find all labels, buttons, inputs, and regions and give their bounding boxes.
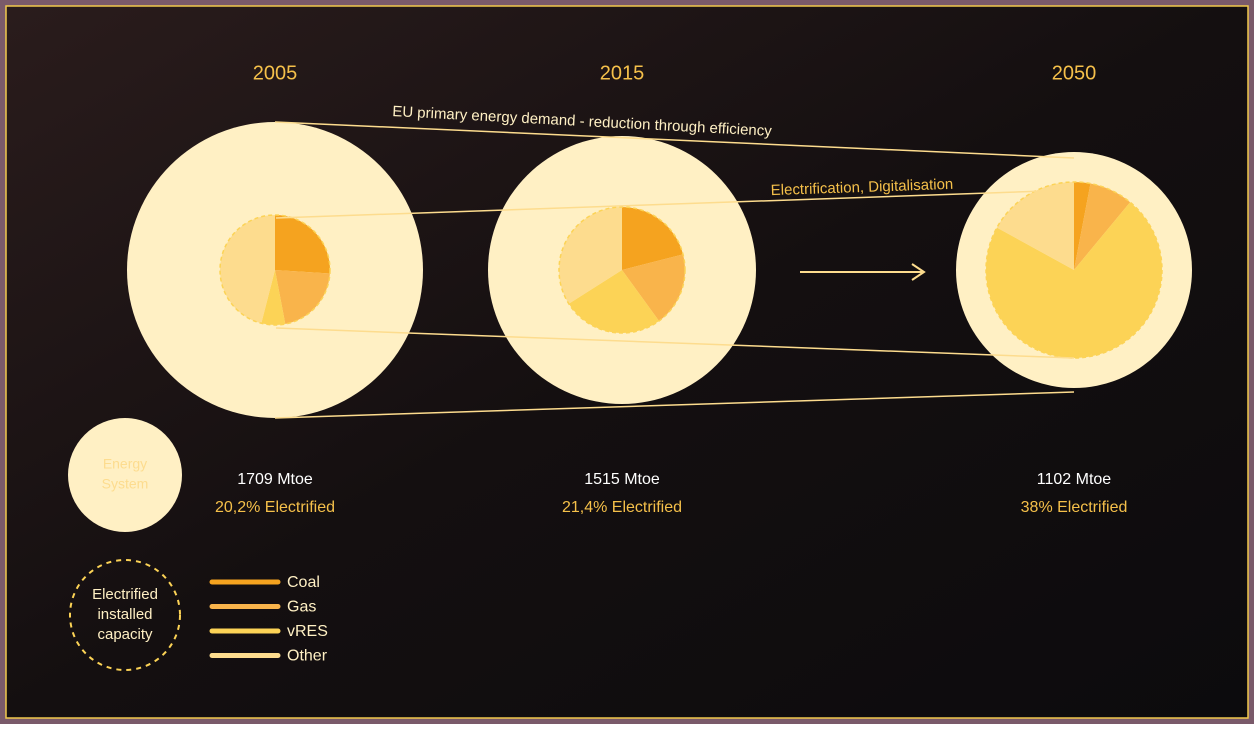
pie-slice (275, 270, 330, 325)
electrified-outline (219, 214, 331, 326)
connector (274, 391, 1075, 419)
electrified-label: 21,4% Electrified (562, 499, 682, 516)
pie-slice (1074, 182, 1091, 270)
electrified-label: 20,2% Electrified (215, 499, 335, 516)
pie-slice (568, 270, 660, 334)
pie-slice (622, 207, 684, 270)
pie-slice (1074, 183, 1131, 270)
electrified-outline (985, 181, 1163, 359)
legend-item: Other (287, 648, 328, 665)
legend-item: Gas (287, 599, 316, 616)
total-label: 1102 Mtoe (1037, 471, 1112, 488)
pie-slice (559, 207, 622, 304)
legend-energy-circle (68, 418, 182, 532)
legend-label: System (102, 476, 149, 492)
total-label: 1709 Mtoe (237, 471, 313, 488)
chart-area: 2005 1709 Mtoe 20,2% Electrified 2015 1515 M… (127, 62, 1192, 516)
year-label: 2015 (600, 62, 645, 84)
legend-label: Electrified (92, 586, 158, 603)
annotation: Electrification, Digitalisation (770, 176, 953, 199)
legend-electrified-circle (69, 559, 181, 671)
year-label: 2005 (253, 62, 298, 84)
legend-item: Coal (287, 574, 320, 591)
legend-label: capacity (97, 626, 153, 643)
pie-slice (275, 215, 330, 274)
pie-slice (985, 202, 1163, 359)
electrified-label: 38% Electrified (1021, 499, 1128, 516)
connector (274, 121, 1075, 159)
total-label: 1515 Mtoe (584, 471, 660, 488)
legend-item: vRES (287, 623, 328, 640)
pie-slice (261, 270, 286, 325)
year-label: 2050 (1052, 62, 1097, 84)
connector (275, 327, 1075, 359)
pie-slice (622, 254, 686, 321)
arrow-head (911, 263, 926, 281)
connector (275, 189, 1075, 219)
electrified-outline (558, 206, 686, 334)
legend: Coal Gas vRES Other (209, 574, 328, 665)
legend-label: Energy (103, 456, 147, 472)
pie-slice (220, 215, 275, 324)
legend-label: installed (97, 606, 152, 623)
